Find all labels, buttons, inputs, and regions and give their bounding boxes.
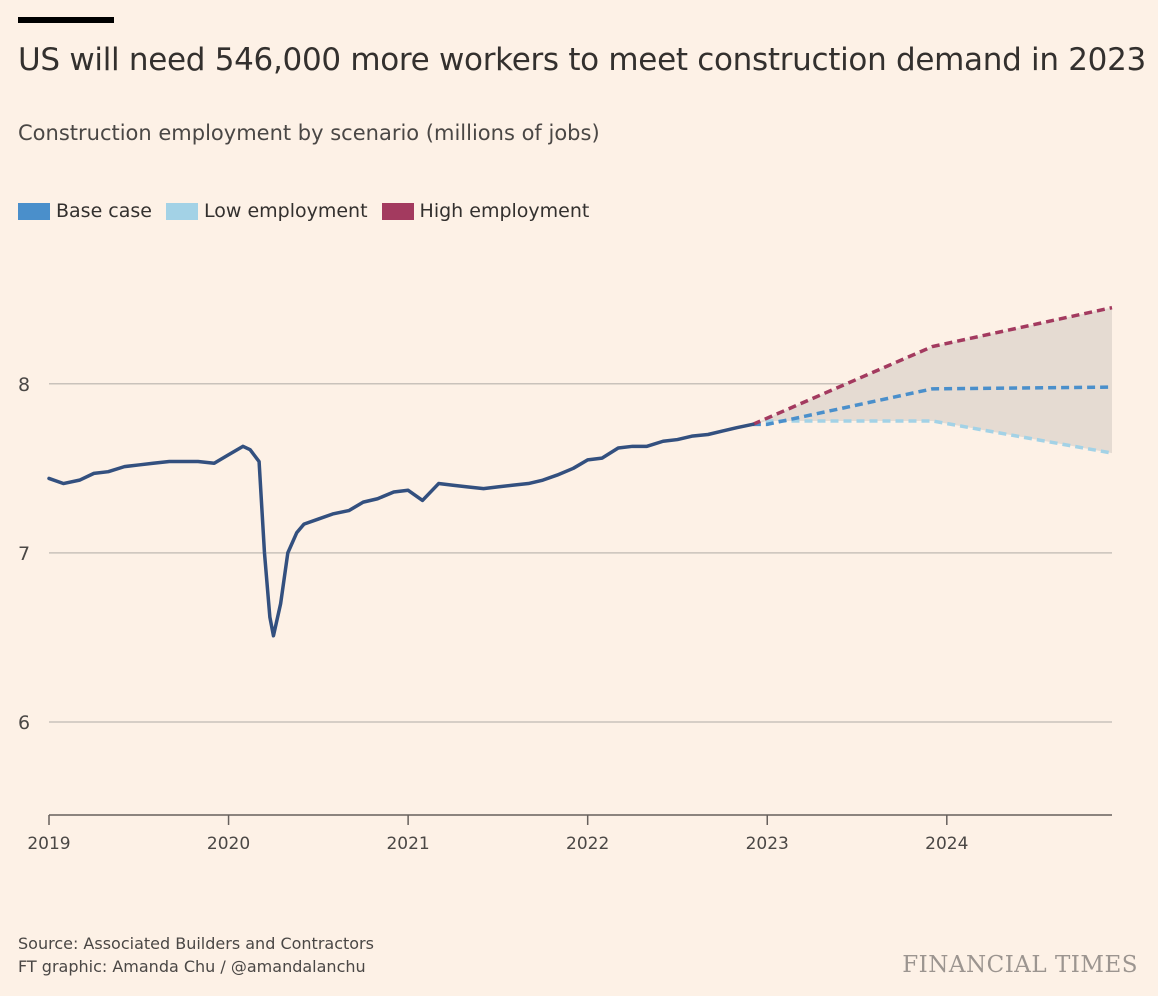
legend-label-high-employment: High employment — [419, 200, 590, 222]
legend-label-low-employment: Low employment — [203, 200, 368, 222]
credit-text: FT graphic: Amanda Chu / @amandalanchu — [18, 957, 366, 976]
historical-employment-line — [47, 422, 755, 638]
scenario-range-band — [752, 307, 1112, 454]
legend-swatch-high-employment — [381, 202, 414, 220]
x-tick-label: 2022 — [566, 834, 609, 854]
y-tick-label: 6 — [18, 712, 30, 734]
x-tick-label: 2023 — [746, 834, 789, 854]
x-tick-label: 2019 — [27, 834, 70, 854]
source-note: Source: Associated Builders and Contract… — [18, 932, 374, 978]
legend-item-high-employment: High employment — [381, 200, 590, 222]
source-text: Source: Associated Builders and Contract… — [18, 934, 374, 953]
series-line-base-case — [752, 385, 1113, 427]
legend: Base case Low employment High employment — [18, 200, 603, 222]
series-line-high-employment — [752, 305, 1113, 426]
x-tick-label: 2021 — [386, 834, 429, 854]
y-tick-label: 7 — [18, 543, 30, 565]
legend-swatch-base-case — [18, 202, 50, 220]
legend-swatch-low-employment — [165, 202, 198, 220]
chart-title: US will need 546,000 more workers to mee… — [18, 42, 1146, 78]
y-tick-label: 8 — [18, 374, 30, 396]
chart-plot: 6 7 8 2019 2020 2021 2022 2023 2024 — [18, 305, 1113, 854]
legend-item-base-case: Base case — [18, 200, 152, 222]
top-rule — [18, 17, 114, 23]
legend-label-base-case: Base case — [56, 200, 152, 222]
chart-subtitle: Construction employment by scenario (mil… — [18, 121, 600, 145]
financial-times-logo: FINANCIAL TIMES — [902, 952, 1138, 978]
x-tick-label: 2020 — [207, 834, 250, 854]
legend-item-low-employment: Low employment — [165, 200, 368, 222]
x-tick-label: 2024 — [925, 834, 968, 854]
